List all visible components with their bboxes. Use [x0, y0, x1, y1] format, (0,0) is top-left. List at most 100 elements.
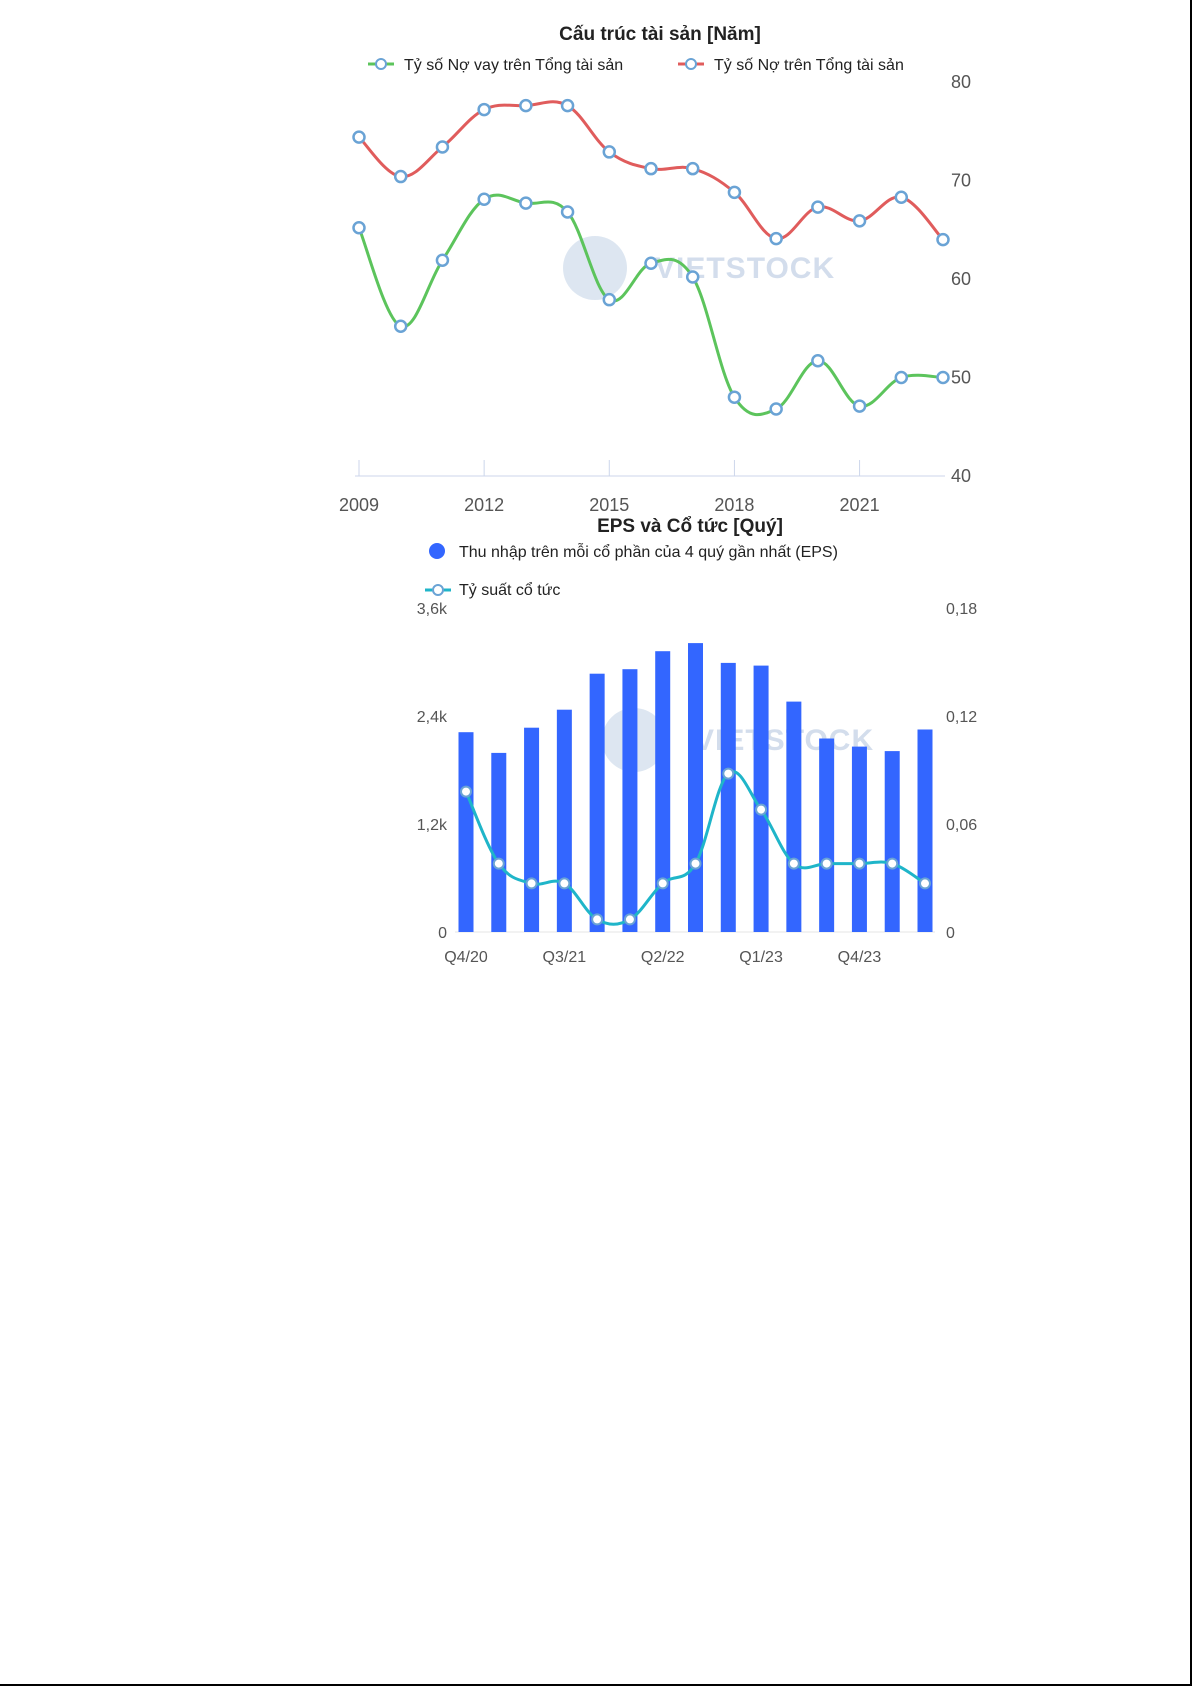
dividend-point: [525, 877, 538, 890]
data-point: [602, 292, 617, 307]
data-point: [852, 399, 867, 413]
data-point: [769, 231, 783, 246]
dividend-point: [722, 767, 735, 780]
x-tick-label: Q2/22: [641, 949, 685, 966]
data-point: [894, 370, 909, 385]
data-point: [560, 205, 575, 219]
y-right-tick-label: 0,18: [946, 601, 977, 618]
y-right-tick-label: 0,12: [946, 709, 977, 726]
data-point: [894, 190, 909, 204]
page-border-bottom: [0, 1684, 1192, 1686]
y-right-tick-label: 0: [946, 925, 955, 942]
eps-bar: [655, 651, 671, 932]
data-point: [519, 98, 533, 113]
dividend-point: [492, 857, 505, 870]
data-point: [644, 256, 658, 270]
data-point: [685, 161, 700, 176]
y-right-tick-label: 0,06: [946, 817, 977, 834]
dividend-point: [886, 857, 899, 870]
eps-dividend-chart: EPS và Cổ tức [Quý] Thu nhập trên mỗi cổ…: [417, 516, 977, 966]
data-point: [352, 221, 366, 235]
eps-bar: [720, 662, 736, 932]
chart-title: EPS và Cổ tức [Quý]: [597, 516, 783, 537]
data-point: [560, 98, 575, 113]
dividend-point: [755, 803, 768, 816]
legend-marker-bar: [429, 543, 445, 559]
dividend-point: [623, 913, 636, 926]
data-point: [352, 130, 366, 144]
data-point: [685, 270, 700, 284]
data-point: [435, 140, 450, 154]
x-tick-label: 2018: [714, 495, 754, 515]
legend-marker: [432, 584, 444, 596]
x-tick-label: Q4/23: [838, 949, 882, 966]
data-point: [393, 169, 408, 184]
dividend-point: [853, 857, 866, 870]
y-tick-label: 80: [951, 72, 971, 92]
eps-bar: [556, 709, 572, 932]
series: [352, 98, 950, 416]
legend-label: Tỷ số Nợ trên Tổng tài sản: [714, 56, 904, 74]
series: [458, 643, 933, 932]
y-left-tick-label: 2,4k: [417, 709, 448, 726]
eps-bar: [458, 732, 474, 932]
y-left-tick-label: 0: [438, 925, 447, 942]
data-point: [644, 161, 658, 176]
data-point: [936, 370, 950, 385]
dividend-point: [591, 913, 604, 926]
axes: 2009 2012 2015 2018 2021 80 70 60 50 40: [339, 72, 971, 515]
asset-structure-chart: Cấu trúc tài sản [Năm] Tỷ số Nợ vay trên…: [339, 24, 971, 515]
x-tick-label: 2009: [339, 495, 379, 515]
data-point: [477, 192, 491, 206]
y-tick-label: 40: [951, 466, 971, 486]
y-tick-label: 50: [951, 368, 971, 388]
dividend-point: [919, 877, 931, 890]
eps-bar: [622, 669, 638, 932]
axes: 3,6k 2,4k 1,2k 0 0,18 0,12 0,06 0 Q4/20 Q3/21 Q2/2…: [417, 601, 977, 966]
data-point: [811, 200, 825, 214]
data-point: [811, 354, 825, 368]
y-tick-label: 70: [951, 171, 971, 191]
legend-label: Tỷ số Nợ vay trên Tổng tài sản: [404, 56, 623, 74]
x-tick-label: Q3/21: [543, 949, 587, 966]
x-tick-label: Q4/20: [444, 949, 488, 966]
eps-bar: [884, 751, 900, 932]
eps-bar: [851, 746, 867, 932]
legend-label: Tỷ suất cổ tức: [459, 581, 560, 599]
eps-bar: [786, 701, 802, 932]
dividend-point: [558, 877, 571, 890]
eps-bar: [688, 643, 703, 932]
data-point: [936, 232, 950, 247]
eps-bar: [491, 752, 507, 932]
watermark: VIETSTOCK: [563, 236, 834, 300]
y-tick-label: 60: [951, 269, 971, 289]
eps-bar: [917, 729, 933, 932]
data-point: [602, 145, 617, 159]
legend: Thu nhập trên mỗi cổ phần của 4 quý gần …: [425, 542, 838, 599]
y-left-tick-label: 3,6k: [417, 601, 448, 618]
dividend-point: [820, 857, 833, 870]
data-point: [852, 214, 867, 228]
data-point: [477, 102, 491, 117]
dividend-point: [689, 857, 702, 870]
dividend-point: [656, 877, 669, 890]
x-tick-label: 2015: [589, 495, 629, 515]
data-point: [727, 185, 742, 200]
data-point: [435, 253, 450, 268]
legend: Tỷ số Nợ vay trên Tổng tài sản Tỷ số Nợ t…: [368, 56, 904, 74]
legend-marker: [685, 58, 697, 70]
y-left-tick-label: 1,2k: [417, 817, 448, 834]
dividend-point: [460, 785, 472, 798]
data-point: [769, 402, 783, 416]
legend-marker: [375, 58, 387, 70]
chart-title: Cấu trúc tài sản [Năm]: [559, 24, 761, 45]
data-point: [519, 196, 533, 210]
eps-bar: [819, 738, 835, 932]
eps-bar: [753, 665, 769, 932]
data-point: [393, 319, 408, 334]
x-tick-label: 2021: [840, 495, 880, 515]
x-tick-label: Q1/23: [739, 949, 783, 966]
legend-label: Thu nhập trên mỗi cổ phần của 4 quý gần …: [459, 542, 838, 561]
x-tick-label: 2012: [464, 495, 504, 515]
page-border-right: [1190, 0, 1192, 1686]
